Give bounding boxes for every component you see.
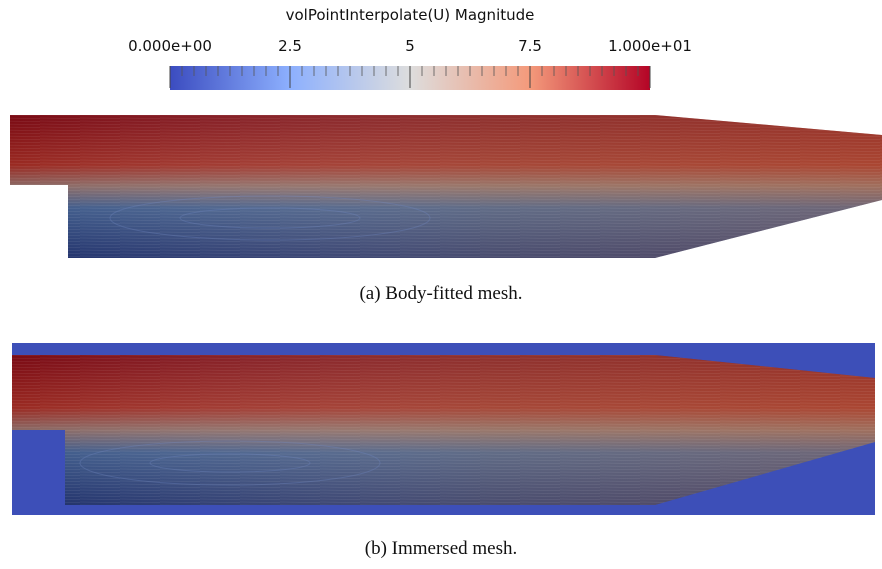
tick-label: 7.5 xyxy=(518,37,542,55)
caption: (a) Body-fitted mesh. xyxy=(359,283,522,304)
tick-label: 1.000e+01 xyxy=(608,37,692,55)
panel-b xyxy=(12,343,875,515)
panel-a xyxy=(10,115,882,258)
tick-label: 5 xyxy=(405,37,415,55)
caption: (b) Immersed mesh. xyxy=(365,538,517,559)
tick-label: 0.000e+00 xyxy=(128,37,212,55)
tick-label: 2.5 xyxy=(278,37,302,55)
colorbar-title: volPointInterpolate(U) Magnitude xyxy=(286,6,535,24)
